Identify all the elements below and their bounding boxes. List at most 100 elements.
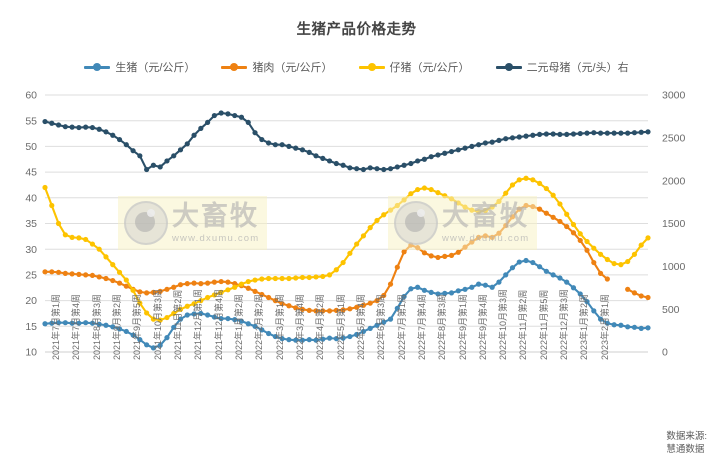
data-point bbox=[232, 317, 238, 323]
data-point bbox=[123, 283, 129, 289]
data-point bbox=[205, 280, 211, 286]
data-point bbox=[584, 247, 590, 253]
data-point bbox=[83, 124, 89, 130]
legend-item-3[interactable]: 二元母猪（元/头）右 bbox=[495, 59, 629, 75]
data-point bbox=[442, 253, 448, 259]
data-point bbox=[96, 274, 102, 280]
data-point bbox=[116, 269, 123, 275]
y-right-tick: 2000 bbox=[662, 175, 686, 187]
data-point bbox=[354, 304, 360, 310]
y-left-tick: 60 bbox=[25, 90, 37, 102]
data-point bbox=[252, 277, 258, 283]
legend-item-0[interactable]: 生猪（元/公斤） bbox=[84, 59, 195, 75]
data-point bbox=[333, 160, 339, 167]
data-point bbox=[340, 162, 346, 168]
data-point bbox=[89, 124, 96, 131]
legend-item-2[interactable]: 仔猪（元/公斤） bbox=[358, 59, 470, 75]
data-point bbox=[516, 134, 522, 140]
data-point bbox=[313, 337, 319, 343]
data-point bbox=[516, 259, 522, 265]
y-right-tick: 2500 bbox=[662, 132, 686, 144]
data-point bbox=[597, 316, 604, 322]
data-point bbox=[157, 317, 163, 323]
data-point bbox=[177, 316, 184, 322]
legend-label: 二元母猪（元/头）右 bbox=[526, 62, 629, 74]
data-point bbox=[76, 235, 82, 241]
data-point bbox=[144, 310, 150, 316]
data-point bbox=[408, 286, 414, 292]
data-point bbox=[550, 131, 556, 137]
data-point bbox=[604, 276, 610, 282]
legend-item-1[interactable]: 猪肉（元/公斤） bbox=[221, 59, 333, 75]
data-point bbox=[374, 166, 380, 172]
data-point bbox=[55, 122, 62, 128]
data-point bbox=[469, 143, 475, 149]
data-point bbox=[130, 332, 136, 338]
data-point bbox=[326, 335, 333, 341]
data-point bbox=[631, 324, 638, 330]
data-point bbox=[69, 271, 75, 277]
data-point bbox=[259, 327, 265, 333]
data-point bbox=[367, 325, 373, 331]
data-point bbox=[340, 335, 346, 341]
data-point bbox=[503, 190, 509, 196]
data-point bbox=[455, 288, 461, 294]
data-point bbox=[218, 315, 224, 322]
data-point bbox=[191, 132, 197, 138]
data-point bbox=[435, 152, 441, 158]
data-point bbox=[381, 319, 387, 325]
data-point bbox=[211, 279, 217, 285]
data-point bbox=[259, 136, 265, 143]
y-right-tick: 1000 bbox=[662, 261, 686, 273]
data-point bbox=[523, 257, 529, 264]
data-point bbox=[245, 321, 251, 327]
data-point bbox=[49, 320, 55, 326]
data-point bbox=[211, 292, 217, 298]
data-point bbox=[299, 274, 306, 281]
data-point bbox=[286, 303, 292, 309]
data-point bbox=[76, 124, 82, 131]
data-point bbox=[272, 142, 278, 148]
data-point bbox=[367, 165, 373, 171]
watermark-logo-icon bbox=[124, 201, 168, 245]
watermark-brand: 大畜牧 bbox=[442, 200, 529, 232]
data-point bbox=[401, 249, 407, 255]
data-point bbox=[374, 217, 380, 224]
data-point bbox=[55, 320, 62, 326]
data-source-line1: 数据来源: bbox=[666, 431, 707, 443]
data-point bbox=[448, 148, 455, 155]
data-point bbox=[225, 287, 231, 293]
legend-label: 生猪（元/公斤） bbox=[115, 62, 196, 74]
data-source-line2: 慧通数据 bbox=[666, 444, 705, 456]
data-point bbox=[313, 308, 319, 314]
data-point bbox=[638, 242, 644, 248]
data-point bbox=[198, 298, 204, 304]
data-point bbox=[171, 153, 177, 159]
data-point bbox=[76, 320, 82, 326]
data-point bbox=[550, 192, 556, 198]
data-point bbox=[171, 310, 177, 317]
data-point bbox=[205, 119, 211, 126]
data-point bbox=[482, 282, 488, 288]
data-point bbox=[543, 185, 549, 192]
data-point bbox=[347, 250, 353, 256]
data-point bbox=[577, 291, 583, 297]
data-point bbox=[618, 130, 624, 136]
data-point bbox=[455, 147, 461, 153]
data-point bbox=[238, 114, 245, 120]
data-point bbox=[489, 284, 495, 290]
data-point bbox=[279, 142, 285, 148]
data-point bbox=[631, 251, 638, 257]
data-point bbox=[557, 218, 563, 225]
data-point bbox=[415, 284, 421, 290]
data-point bbox=[69, 320, 75, 326]
data-point bbox=[591, 308, 597, 314]
data-point bbox=[455, 249, 461, 255]
data-point bbox=[428, 186, 434, 193]
data-point bbox=[123, 142, 129, 148]
watermark-url: www.dxumu.com bbox=[442, 232, 530, 244]
data-point bbox=[604, 256, 610, 263]
data-point bbox=[55, 220, 62, 227]
data-point bbox=[381, 292, 387, 299]
